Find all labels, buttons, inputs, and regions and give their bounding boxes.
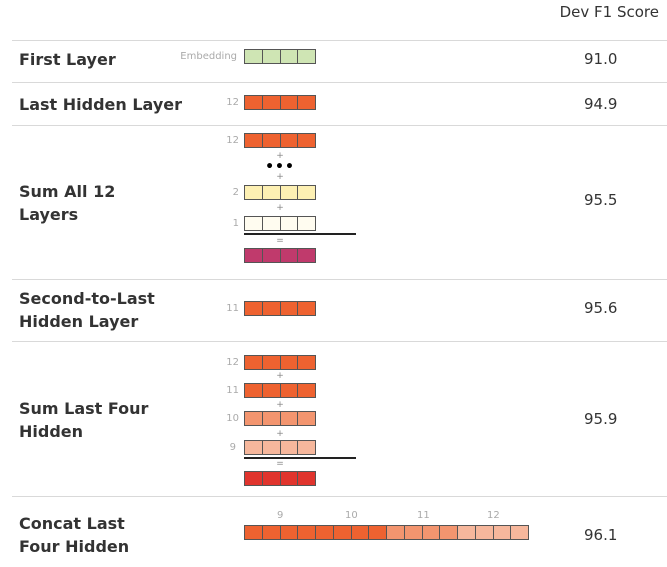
layer-number: 12: [226, 357, 239, 368]
layer-12-vector: [457, 525, 529, 540]
row-label-line: Second-to-Last: [19, 289, 155, 308]
score-sum-last-four: 95.9: [584, 410, 618, 428]
sum-four-result-vector: [244, 471, 316, 486]
score-column-header: Dev F1 Score: [559, 3, 659, 21]
layer-number: 12: [226, 135, 239, 146]
layer-2-vector: [244, 185, 316, 200]
ellipsis: •••: [265, 159, 295, 175]
layer-number: 1: [232, 218, 239, 229]
score-last-hidden-layer: 94.9: [584, 95, 618, 113]
row-label-line: Layers: [19, 205, 79, 224]
layer-number: 11: [226, 303, 239, 314]
plus-sign: +: [276, 371, 284, 381]
sum-line: [244, 233, 356, 235]
layer-number: 10: [345, 510, 358, 521]
layer-11-vector: [244, 301, 316, 316]
plus-sign: +: [276, 151, 284, 161]
layer-12-vector: [244, 355, 316, 370]
row-label-line: Concat Last: [19, 514, 125, 533]
equals-sign: =: [276, 236, 284, 246]
row-label-line: Four Hidden: [19, 537, 130, 556]
layer-12-vector: [244, 95, 316, 110]
row-divider: [12, 279, 667, 280]
layer-12-vector: [244, 133, 316, 148]
row-divider: [12, 40, 667, 41]
score-sum-all-12: 95.5: [584, 191, 618, 209]
row-label-line: Hidden Layer: [19, 312, 139, 331]
layer-number: 10: [226, 413, 239, 424]
row-label-first-layer: First Layer: [19, 50, 116, 69]
equals-sign: =: [276, 459, 284, 469]
row-label-line: Hidden: [19, 422, 84, 441]
layer-9-vector: [244, 440, 316, 455]
row-label-line: Sum Last Four: [19, 399, 149, 418]
row-label-concat-last-four: Concat Last Four Hidden: [19, 512, 129, 558]
layer-9-vector: [244, 525, 316, 540]
layer-number: 2: [232, 187, 239, 198]
sum-line: [244, 457, 356, 459]
layer-number: 9: [277, 510, 284, 521]
row-label-sum-all-12: Sum All 12 Layers: [19, 180, 115, 226]
layer-10-vector: [315, 525, 387, 540]
layer-10-vector: [244, 411, 316, 426]
layer-11-vector: [386, 525, 458, 540]
plus-sign: +: [276, 429, 284, 439]
row-divider: [12, 82, 667, 83]
row-divider: [12, 496, 667, 497]
score-concat-last-four: 96.1: [584, 526, 618, 544]
plus-sign: +: [276, 203, 284, 213]
layer-number: 12: [226, 97, 239, 108]
plus-sign: +: [276, 400, 284, 410]
score-second-to-last: 95.6: [584, 299, 618, 317]
sum-all-result-vector: [244, 248, 316, 263]
row-label-line: Sum All 12: [19, 182, 116, 201]
score-first-layer: 91.0: [584, 50, 618, 68]
embedding-label: Embedding: [180, 51, 237, 62]
row-label-second-to-last: Second-to-Last Hidden Layer: [19, 287, 155, 333]
layer-number: 11: [417, 510, 430, 521]
plus-sign: +: [276, 172, 284, 182]
layer-number: 11: [226, 385, 239, 396]
row-label-sum-last-four: Sum Last Four Hidden: [19, 397, 148, 443]
layer-11-vector: [244, 383, 316, 398]
layer-1-vector: [244, 216, 316, 231]
row-divider: [12, 125, 667, 126]
layer-number: 12: [487, 510, 500, 521]
layer-number: 9: [229, 442, 236, 453]
row-divider: [12, 341, 667, 342]
row-label-last-hidden-layer: Last Hidden Layer: [19, 95, 182, 114]
embedding-vector: [244, 49, 316, 64]
